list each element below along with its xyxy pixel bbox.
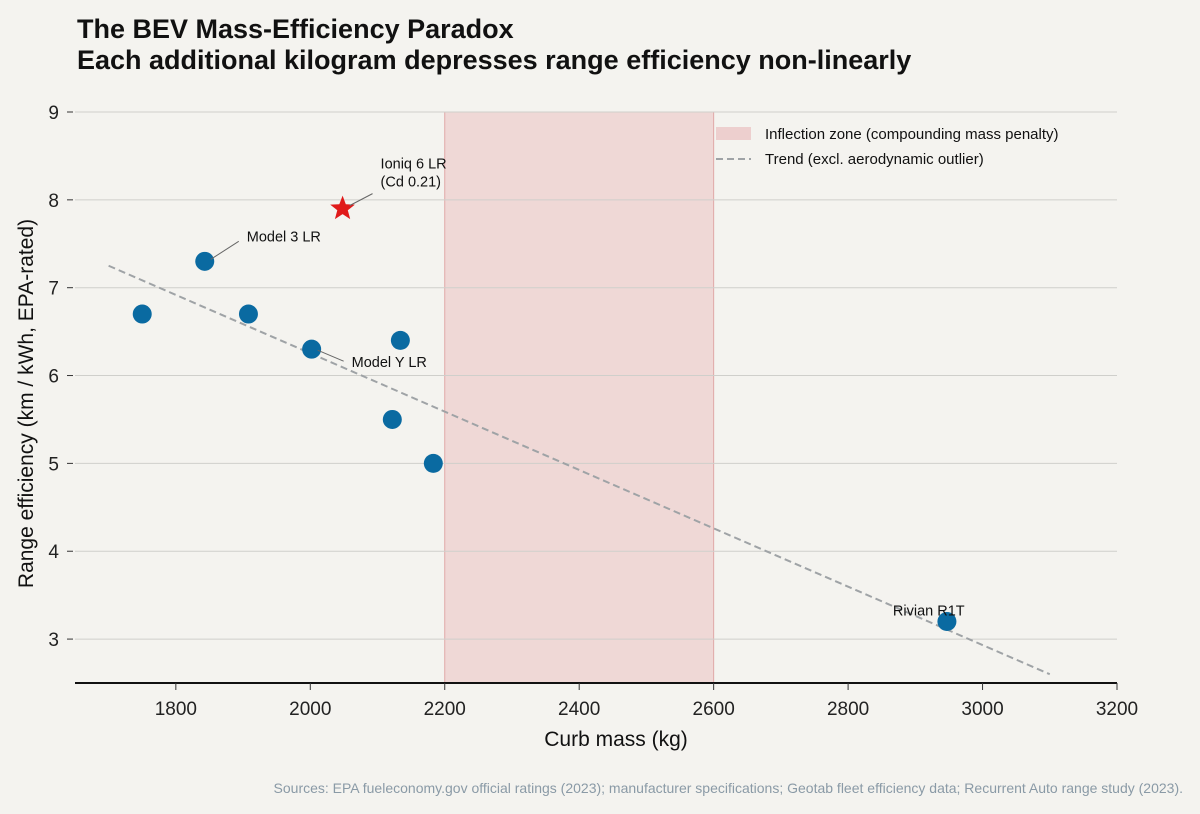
x-axis-label: Curb mass (kg) [544,728,688,751]
title: The BEV Mass-Efficiency Paradox [77,14,514,44]
y-tick-label: 7 [48,279,59,300]
legend-zone-swatch [716,127,751,140]
data-point [302,339,322,359]
data-point [423,453,443,473]
inflection-zone [444,111,715,684]
data-point [195,251,215,271]
y-tick-label: 5 [48,454,59,475]
data-point [390,330,410,350]
outlier-label: Ioniq 6 LR [381,157,447,173]
y-tick-label: 4 [48,542,59,563]
x-tick-label: 1800 [155,699,197,720]
data-point [132,304,152,324]
y-tick-label: 8 [48,191,59,212]
annotation-arrow [317,349,344,362]
x-tick-label: 2200 [424,699,466,720]
annotation-arrow [349,193,373,207]
outlier-label-detail: (Cd 0.21) [381,175,441,191]
x-tick-label: 2600 [693,699,735,720]
x-tick-label: 2000 [289,699,331,720]
y-tick-label: 9 [48,103,59,124]
chart-title: The BEV Mass-Efficiency Paradox Each add… [77,14,911,76]
source-note: Sources: EPA fueleconomy.gov official ra… [273,780,1183,796]
x-tick-label: 2800 [827,699,869,720]
data-point [937,612,957,632]
data-point [382,409,402,429]
legend-zone-label: Inflection zone (compounding mass penalt… [765,126,1059,143]
y-tick-label: 3 [48,630,59,651]
trend-line [108,264,1051,676]
point-label: Model Y LR [352,355,427,371]
x-tick-label: 3000 [961,699,1003,720]
point-label: Model 3 LR [247,229,321,245]
outlier-star-icon [330,195,355,220]
annotation-arrow [210,240,240,260]
legend-trend-label: Trend (excl. aerodynamic outlier) [765,151,984,168]
y-tick-label: 6 [48,367,59,388]
x-tick-label: 3200 [1096,699,1138,720]
point-label: Rivian R1T [893,604,965,620]
subtitle: Each additional kilogram depresses range… [77,45,912,75]
data-point [238,304,258,324]
x-tick-label: 2400 [558,699,600,720]
y-axis-label: Range efficiency (km / kWh, EPA-rated) [15,219,38,588]
